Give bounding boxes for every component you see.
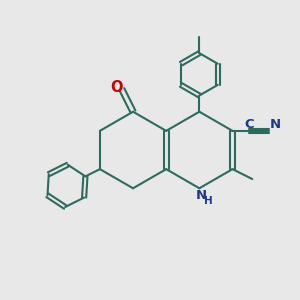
Text: O: O: [110, 80, 123, 95]
Text: N: N: [196, 189, 207, 202]
Text: N: N: [270, 118, 281, 131]
Text: H: H: [204, 196, 213, 206]
Text: C: C: [244, 118, 254, 131]
